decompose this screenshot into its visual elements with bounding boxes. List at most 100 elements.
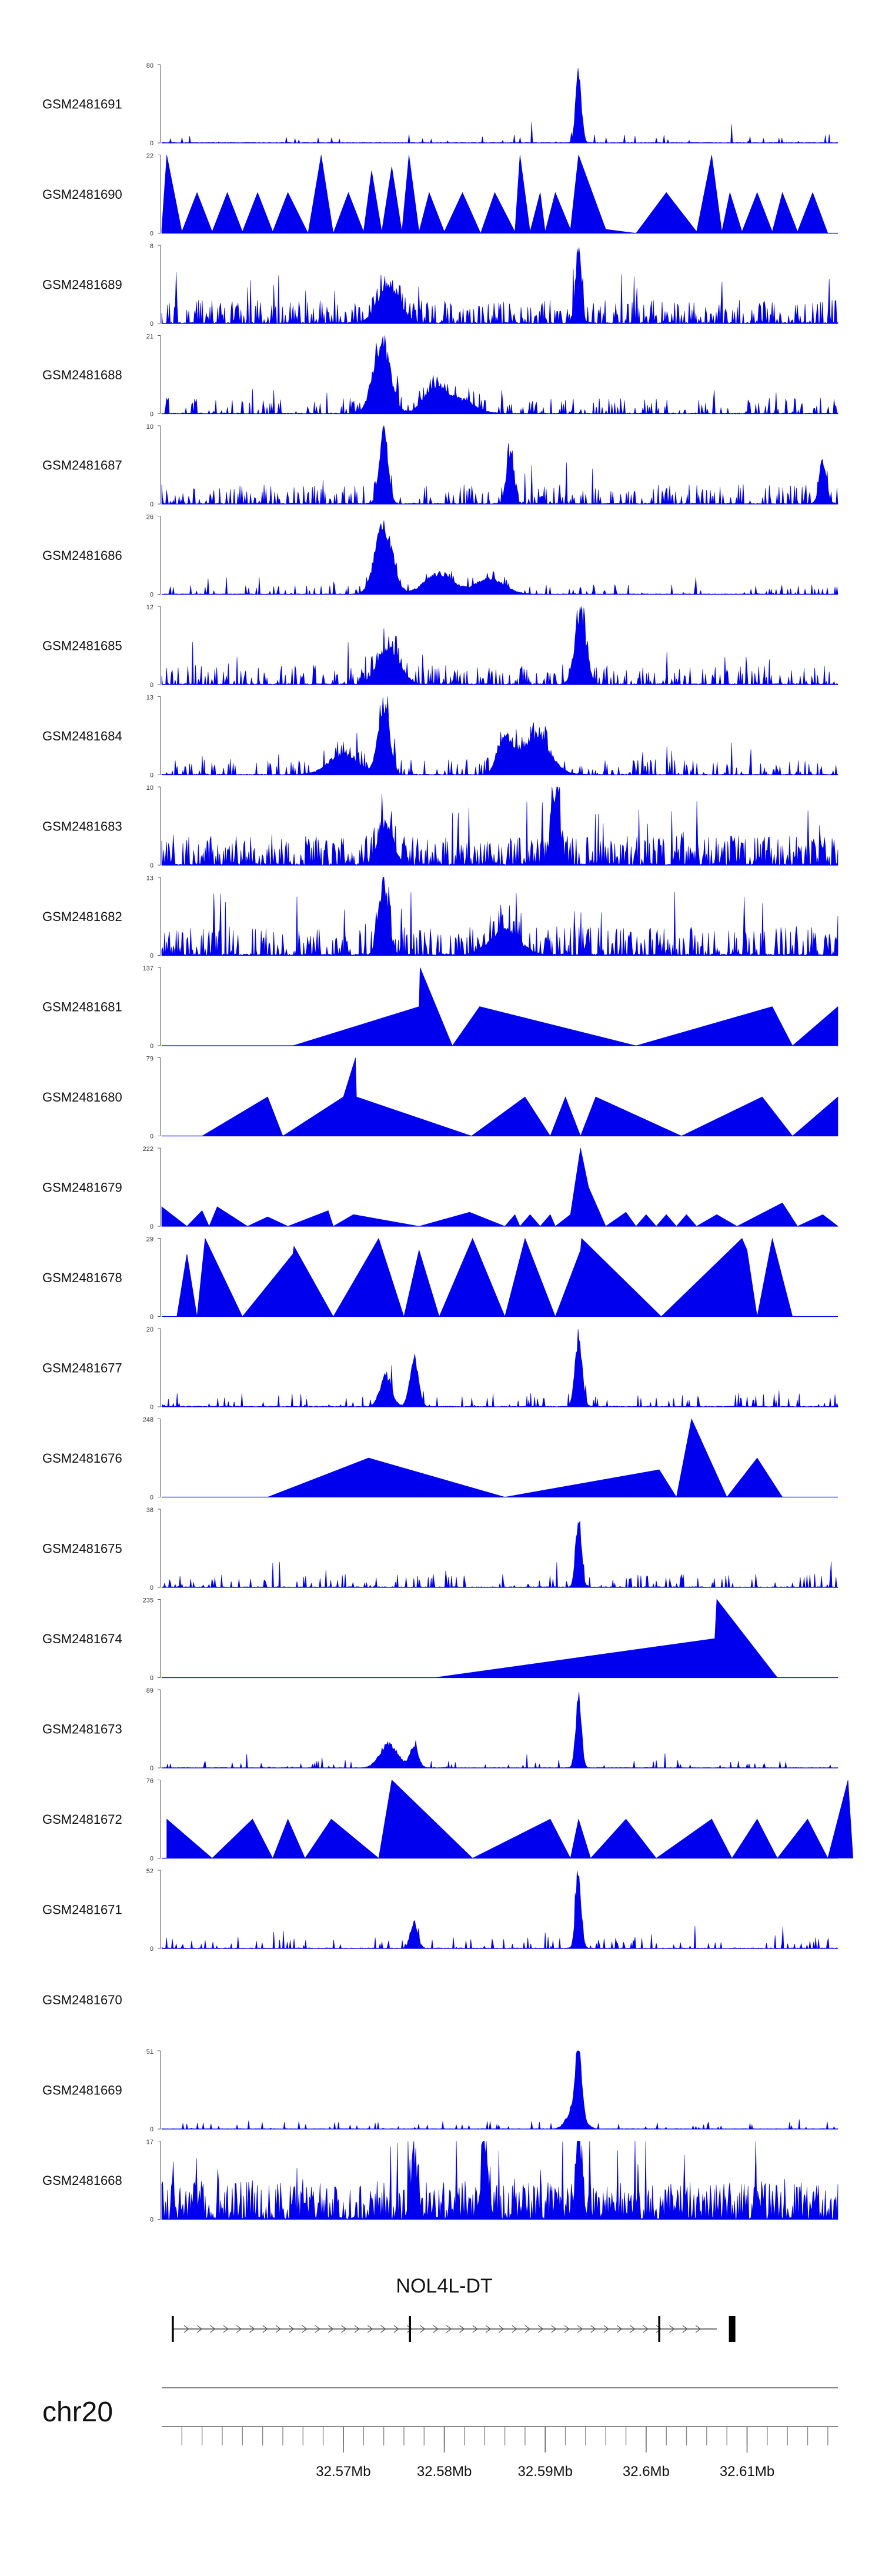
ymin-label: 0 xyxy=(150,1856,153,1863)
ymax-label: 17 xyxy=(146,2139,153,2146)
genome-axis: chr20 32.57Mb 32.58Mb 32.59Mb 32.6Mb 32.61Mb xyxy=(42,2387,838,2480)
ymax-label: 79 xyxy=(146,1056,153,1063)
track-label: GSM2481678 xyxy=(42,1270,122,1285)
track-label: GSM2481686 xyxy=(42,548,122,563)
ymin-label: 0 xyxy=(150,1043,153,1050)
ymin-label: 0 xyxy=(150,1223,153,1230)
ymin-label: 0 xyxy=(150,2217,153,2224)
ymax-label: 12 xyxy=(146,604,153,611)
ymin-label: 0 xyxy=(150,321,153,328)
strand-arrow xyxy=(249,2325,255,2333)
ymin-label: 0 xyxy=(150,772,153,779)
strand-arrow xyxy=(289,2325,295,2333)
ymax-label: 29 xyxy=(146,1236,153,1243)
track-GSM2481671: GSM2481671 52 0 xyxy=(42,1868,838,1953)
strand-arrow xyxy=(524,2325,531,2333)
strand-arrow xyxy=(459,2325,465,2333)
track-label: GSM2481682 xyxy=(42,909,122,924)
track-GSM2481677: GSM2481677 20 0 xyxy=(42,1326,838,1411)
strand-arrow xyxy=(354,2325,360,2333)
track-GSM2481672: GSM2481672 76 0 xyxy=(42,1778,854,1863)
signal-area xyxy=(166,1779,854,1859)
signal-area xyxy=(161,2050,838,2130)
exon xyxy=(172,2316,174,2342)
signal-area xyxy=(176,1237,793,1317)
signal-area xyxy=(161,696,838,776)
strand-arrow xyxy=(406,2325,413,2333)
ymax-label: 22 xyxy=(146,153,153,160)
track-label: GSM2481673 xyxy=(42,1722,122,1737)
ymin-label: 0 xyxy=(150,501,153,508)
chromosome-label: chr20 xyxy=(42,2397,113,2428)
axis-tick-label: 32.59Mb xyxy=(518,2464,573,2480)
strand-arrow xyxy=(210,2325,216,2333)
ymin-label: 0 xyxy=(150,862,153,869)
signal-area xyxy=(161,1870,838,1949)
strand-arrow xyxy=(236,2325,242,2333)
signal-area xyxy=(201,1057,838,1137)
track-GSM2481676: GSM2481676 248 0 xyxy=(42,1417,838,1501)
ymin-label: 0 xyxy=(150,140,153,147)
track-label: GSM2481677 xyxy=(42,1361,122,1376)
strand-arrow xyxy=(603,2325,609,2333)
ymax-label: 38 xyxy=(146,1507,153,1514)
ymax-label: 222 xyxy=(143,1146,153,1153)
strand-arrow xyxy=(538,2325,544,2333)
ymax-label: 26 xyxy=(146,514,153,521)
signal-area xyxy=(434,1599,778,1678)
ymin-label: 0 xyxy=(150,1494,153,1501)
track-GSM2481681: GSM2481681 137 0 xyxy=(42,965,838,1050)
signal-area xyxy=(161,155,828,234)
strand-arrow xyxy=(669,2325,675,2333)
strand-arrow xyxy=(196,2325,203,2333)
track-GSM2481683: GSM2481683 10 0 xyxy=(42,785,838,869)
track-label: GSM2481672 xyxy=(42,1812,122,1827)
ymin-label: 0 xyxy=(150,1765,153,1772)
ymax-label: 21 xyxy=(146,333,153,341)
strand-arrow xyxy=(367,2325,373,2333)
track-label: GSM2481683 xyxy=(42,819,122,834)
strand-arrow xyxy=(223,2325,229,2333)
axis-tick-label: 32.58Mb xyxy=(417,2464,472,2480)
ymin-label: 0 xyxy=(150,1404,153,1411)
track-label: GSM2481687 xyxy=(42,458,122,473)
track-label: GSM2481684 xyxy=(42,729,122,743)
strand-arrow xyxy=(433,2325,439,2333)
track-label: GSM2481680 xyxy=(42,1090,122,1105)
track-GSM2481679: GSM2481679 222 0 xyxy=(42,1146,838,1230)
ymax-label: 10 xyxy=(146,423,153,431)
signal-area xyxy=(161,425,838,505)
exon xyxy=(409,2316,411,2342)
strand-arrow xyxy=(472,2325,478,2333)
strand-arrow xyxy=(446,2325,452,2333)
track-GSM2481674: GSM2481674 235 0 xyxy=(42,1597,838,1682)
ymin-label: 0 xyxy=(150,1133,153,1140)
track-GSM2481678: GSM2481678 29 0 xyxy=(42,1236,838,1321)
track-GSM2481675: GSM2481675 38 0 xyxy=(42,1507,838,1591)
ymax-label: 89 xyxy=(146,1687,153,1694)
track-GSM2481668: GSM2481668 17 0 xyxy=(42,2139,838,2224)
track-label: GSM2481689 xyxy=(42,278,122,292)
strand-arrow xyxy=(590,2325,596,2333)
strand-arrow xyxy=(656,2325,662,2333)
strand-arrow xyxy=(302,2325,308,2333)
track-label: GSM2481675 xyxy=(42,1541,122,1556)
strand-arrow xyxy=(485,2325,492,2333)
gene-name-label: NOL4L-DT xyxy=(396,2275,492,2297)
track-GSM2481669: GSM2481669 51 0 xyxy=(42,2048,838,2133)
strand-arrow xyxy=(551,2325,557,2333)
exon xyxy=(658,2316,660,2342)
signal-area xyxy=(161,335,838,415)
signal-area xyxy=(161,1329,838,1407)
ymin-label: 0 xyxy=(150,1314,153,1321)
strand-arrow xyxy=(393,2325,399,2333)
track-GSM2481687: GSM2481687 10 0 xyxy=(42,423,838,508)
strand-arrow xyxy=(420,2325,426,2333)
track-label: GSM2481688 xyxy=(42,368,122,382)
strand-arrow xyxy=(328,2325,334,2333)
strand-arrow xyxy=(341,2325,347,2333)
ymax-label: 13 xyxy=(146,875,153,882)
track-label: GSM2481676 xyxy=(42,1451,122,1466)
ymax-label: 248 xyxy=(143,1417,153,1424)
ymax-label: 51 xyxy=(146,2048,153,2056)
